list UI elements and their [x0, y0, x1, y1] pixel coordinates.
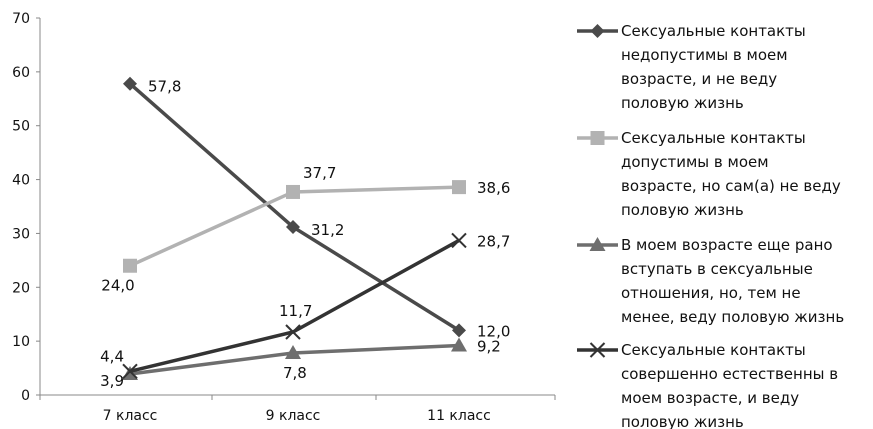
legend-label: Сексуальные контакты — [621, 341, 806, 359]
x-tick-label: 11 класс — [427, 408, 491, 424]
legend-label: половую жизнь — [621, 413, 744, 429]
data-label: 7,8 — [283, 364, 307, 382]
legend-swatch-marker — [590, 24, 605, 38]
legend-label: допустимы в моем — [621, 153, 769, 171]
legend-label: отношения, но, тем не — [621, 284, 801, 302]
y-tick-label: 30 — [12, 226, 30, 242]
data-label: 38,6 — [477, 179, 510, 197]
legend-label: Сексуальные контакты — [621, 129, 806, 147]
y-tick-label: 70 — [12, 11, 30, 27]
legend-label: совершенно естественны в — [621, 365, 838, 383]
data-label: 12,0 — [477, 322, 510, 340]
data-label: 37,7 — [303, 164, 336, 182]
data-point — [451, 337, 467, 352]
data-point — [286, 219, 300, 234]
legend-label: вступать в сексуальные — [621, 260, 813, 278]
data-label: 11,7 — [279, 302, 312, 320]
data-label: 9,2 — [477, 337, 501, 355]
data-label: 3,9 — [100, 372, 124, 390]
y-tick-label: 50 — [12, 119, 30, 135]
data-point — [122, 363, 138, 380]
data-label: 31,2 — [311, 221, 344, 239]
data-label: 24,0 — [101, 277, 134, 295]
data-label: 4,4 — [100, 347, 124, 365]
data-point — [123, 258, 137, 273]
legend-label: половую жизнь — [621, 201, 744, 219]
y-tick-label: 40 — [12, 173, 30, 189]
marker-stroke — [589, 342, 606, 358]
series-lines — [122, 76, 467, 380]
legend-label: половую жизнь — [621, 94, 744, 112]
legend-label: возрасте, но сам(а) не веду — [621, 177, 841, 195]
data-label: 57,8 — [148, 78, 181, 96]
data-labels: 57,8 31,2 12,0 24,0 37,7 38,6 3,9 7,8 9,2 4,4 11,7… — [100, 78, 510, 390]
legend: Сексуальные контакты недопустимы в моем во… — [577, 22, 844, 429]
y-tick-label: 60 — [12, 65, 30, 81]
data-point — [285, 324, 301, 340]
data-point — [285, 344, 301, 359]
marker-stroke — [122, 363, 138, 380]
y-tick-label: 0 — [21, 388, 30, 404]
y-tick-label: 20 — [12, 280, 30, 296]
legend-item: Сексуальные контакты совершенно естествен… — [577, 341, 838, 429]
series-line — [128, 82, 460, 332]
data-point — [451, 232, 467, 249]
axes: 0 10 20 30 40 50 60 70 7 класс 9 класс 11 класс — [12, 11, 556, 424]
legend-swatch-marker — [589, 237, 606, 251]
data-label: 28,7 — [477, 232, 510, 250]
legend-item: Сексуальные контакты допустимы в моем возр… — [577, 129, 841, 219]
data-point — [452, 180, 466, 195]
legend-label: возрасте, и не веду — [621, 70, 777, 88]
marker-stroke — [451, 232, 467, 249]
legend-swatch-marker — [589, 342, 606, 358]
data-point — [123, 76, 137, 91]
legend-item: В моем возрасте еще рано вступать в сексу… — [577, 236, 844, 326]
legend-label: В моем возрасте еще рано — [621, 236, 833, 254]
marker-stroke — [285, 324, 301, 340]
data-point — [452, 323, 466, 338]
legend-swatch-marker — [590, 131, 605, 145]
data-point — [286, 184, 300, 199]
x-tick-label: 9 класс — [266, 408, 321, 424]
y-tick-label: 10 — [12, 334, 30, 350]
x-tick-label: 7 класс — [103, 408, 158, 424]
legend-item: Сексуальные контакты недопустимы в моем во… — [577, 22, 806, 112]
legend-label: Сексуальные контакты — [621, 22, 806, 40]
legend-label: недопустимы в моем — [621, 46, 788, 64]
legend-label: менее, веду половую жизнь — [621, 308, 844, 326]
legend-label: моем возрасте, и веду — [621, 389, 799, 407]
